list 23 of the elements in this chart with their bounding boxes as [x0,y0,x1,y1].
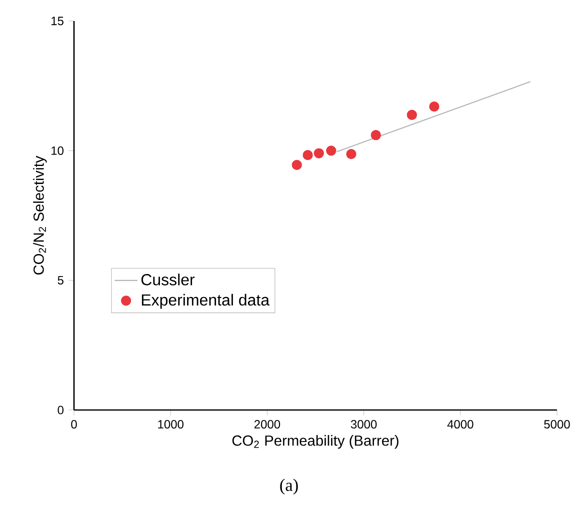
point [346,148,356,160]
legend-label: Experimental data [142,294,270,309]
y-tick-label: 0 [58,406,64,414]
y-tick-label: 5 [58,276,64,285]
point [429,102,440,112]
legend-label: Cussler [141,274,195,286]
point [292,160,302,170]
y-tick-label: 15 [52,16,64,26]
x-tick-label: 1000 [158,420,184,429]
y-tick-label: 10 [52,146,64,155]
x-tick-label: 3000 [350,420,377,429]
x-tick-label: 0 [71,420,77,429]
y-axis-title: CO$_{2}$/N$_{2}$ Selectivity [33,156,47,275]
point [326,146,336,156]
x-tick-label: 4000 [447,420,474,429]
x-axis-title: CO$_{2}$ Permeability (Barrer) [232,435,398,449]
point [370,130,381,140]
x-tick-label: 2000 [254,420,280,429]
x-tick-label: 5000 [544,420,570,429]
point [314,148,324,158]
point [302,150,313,160]
point [406,110,417,120]
text: (a) [280,478,298,495]
